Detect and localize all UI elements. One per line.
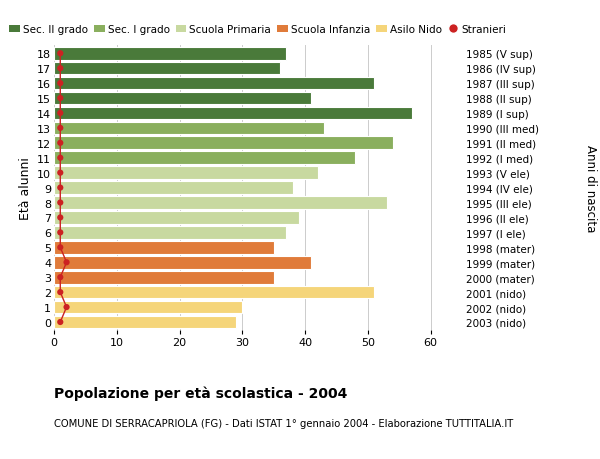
Bar (54, 63, 280, 75)
Point (55, 140, 65, 147)
Bar (54, 301, 242, 313)
Bar (54, 197, 386, 209)
Bar (54, 78, 374, 90)
Point (55, 214, 65, 222)
Point (55, 185, 65, 192)
Point (55, 289, 65, 296)
Text: Popolazione per età scolastica - 2004: Popolazione per età scolastica - 2004 (54, 386, 347, 400)
Y-axis label: Età alunni: Età alunni (19, 157, 32, 219)
Bar (54, 167, 317, 179)
Point (55, 170, 65, 177)
Bar (54, 182, 293, 195)
Point (55, 65, 65, 73)
Point (55, 274, 65, 281)
Bar (54, 241, 274, 254)
Bar (54, 212, 299, 224)
Point (55, 95, 65, 102)
Bar (54, 48, 286, 61)
Point (55, 80, 65, 88)
Bar (54, 227, 286, 239)
Point (55, 199, 65, 207)
Point (62, 259, 71, 266)
Text: Anni di nascita: Anni di nascita (584, 145, 597, 232)
Point (55, 155, 65, 162)
Bar (54, 316, 236, 329)
Bar (54, 257, 311, 269)
Point (55, 244, 65, 252)
Text: COMUNE DI SERRACAPRIOLA (FG) - Dati ISTAT 1° gennaio 2004 - Elaborazione TUTTITA: COMUNE DI SERRACAPRIOLA (FG) - Dati ISTA… (54, 418, 513, 428)
Point (62, 304, 71, 311)
Legend: Sec. II grado, Sec. I grado, Scuola Primaria, Scuola Infanzia, Asilo Nido, Stran: Sec. II grado, Sec. I grado, Scuola Prim… (10, 25, 506, 35)
Bar (54, 152, 355, 165)
Point (55, 229, 65, 236)
Bar (54, 122, 324, 135)
Bar (54, 271, 274, 284)
Bar (54, 286, 374, 299)
Bar (54, 137, 393, 150)
Point (55, 50, 65, 58)
Bar (54, 107, 412, 120)
Point (55, 125, 65, 132)
Bar (54, 92, 311, 105)
Point (55, 319, 65, 326)
Point (55, 110, 65, 118)
